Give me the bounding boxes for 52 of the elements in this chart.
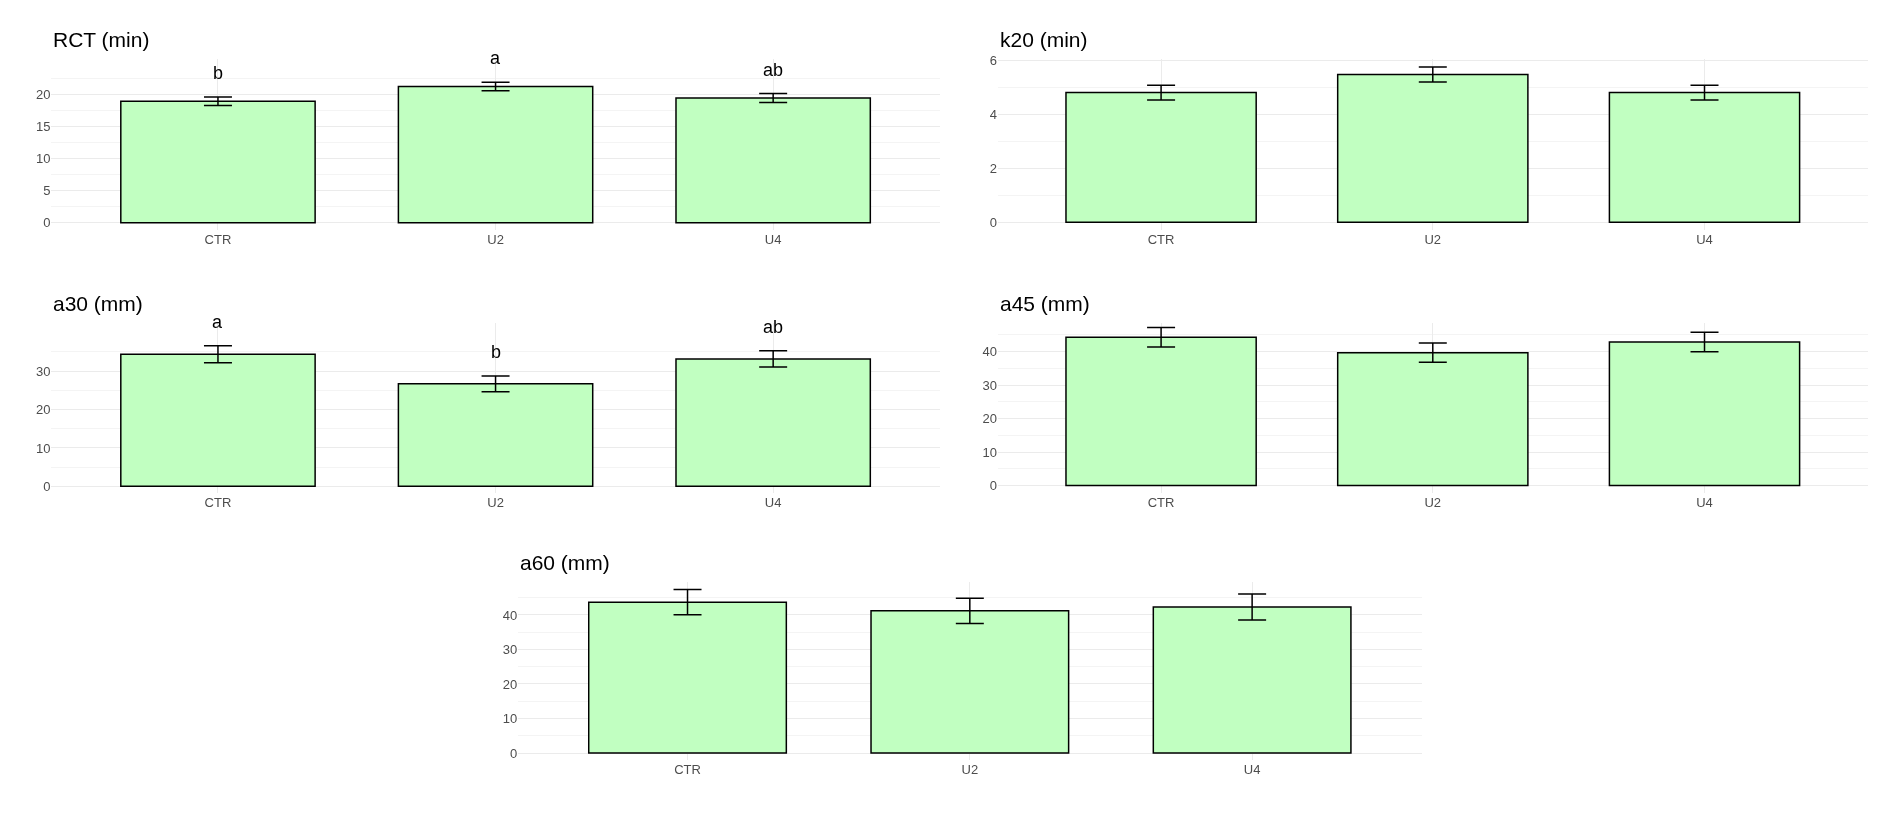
annotation: b xyxy=(213,63,224,83)
y-tick-label: 0 xyxy=(509,745,518,761)
bar xyxy=(120,100,316,224)
annotation: a xyxy=(490,48,501,68)
x-tick-label: U2 xyxy=(1424,232,1442,248)
chart-title: a45 (mm) xyxy=(1000,292,1090,315)
annotation: ab xyxy=(763,317,784,337)
x-tick-label: U4 xyxy=(1696,495,1713,511)
y-tick-label: 15 xyxy=(35,118,51,134)
bar xyxy=(675,97,872,224)
y-tick-label: 30 xyxy=(982,377,998,393)
x-tick-label: U2 xyxy=(487,495,504,511)
chart-title: a60 (mm) xyxy=(520,551,610,574)
y-tick-label: 0 xyxy=(43,215,51,231)
y-tick-label: 10 xyxy=(35,151,51,166)
y-tick-label: 30 xyxy=(35,363,51,379)
x-tick-label: U2 xyxy=(1424,495,1442,511)
y-tick-label: 2 xyxy=(989,160,998,176)
x-tick-label: U4 xyxy=(1696,232,1713,248)
y-tick-label: 10 xyxy=(35,440,51,456)
x-tick-label: CTR xyxy=(1147,495,1175,511)
chart-title: k20 (min) xyxy=(1000,28,1088,51)
x-tick-label: CTR xyxy=(204,495,232,511)
y-tick-label: 20 xyxy=(502,676,518,692)
annotation: ab xyxy=(763,60,784,80)
y-tick-label: 40 xyxy=(982,344,998,360)
x-tick-label: U4 xyxy=(1243,761,1261,777)
annotation: b xyxy=(491,342,502,362)
x-tick-label: U4 xyxy=(764,232,782,248)
y-tick-label: 5 xyxy=(43,183,51,199)
y-tick-label: 20 xyxy=(982,411,998,427)
y-tick-label: 4 xyxy=(989,106,998,122)
x-tick-label: U4 xyxy=(764,495,782,511)
x-tick-label: CTR xyxy=(204,232,232,248)
chart-title: a30 (mm) xyxy=(53,292,143,315)
y-tick-label: 20 xyxy=(35,402,51,418)
x-tick-label: CTR xyxy=(1147,232,1175,248)
y-tick-label: 20 xyxy=(35,86,51,102)
x-tick-label: U2 xyxy=(487,232,504,248)
y-tick-label: 10 xyxy=(982,444,998,460)
y-tick-label: 40 xyxy=(502,607,518,623)
y-tick-label: 30 xyxy=(502,642,518,658)
y-tick-label: 0 xyxy=(989,214,998,230)
y-tick-label: 0 xyxy=(989,478,998,494)
bar xyxy=(397,85,594,224)
x-tick-label: CTR xyxy=(674,761,701,777)
y-tick-label: 10 xyxy=(502,711,518,727)
y-tick-label: 6 xyxy=(989,52,998,68)
chart-title: RCT (min) xyxy=(53,28,150,51)
y-tick-label: 0 xyxy=(43,478,51,494)
annotation: a xyxy=(212,312,223,332)
x-tick-label: U2 xyxy=(961,761,979,777)
